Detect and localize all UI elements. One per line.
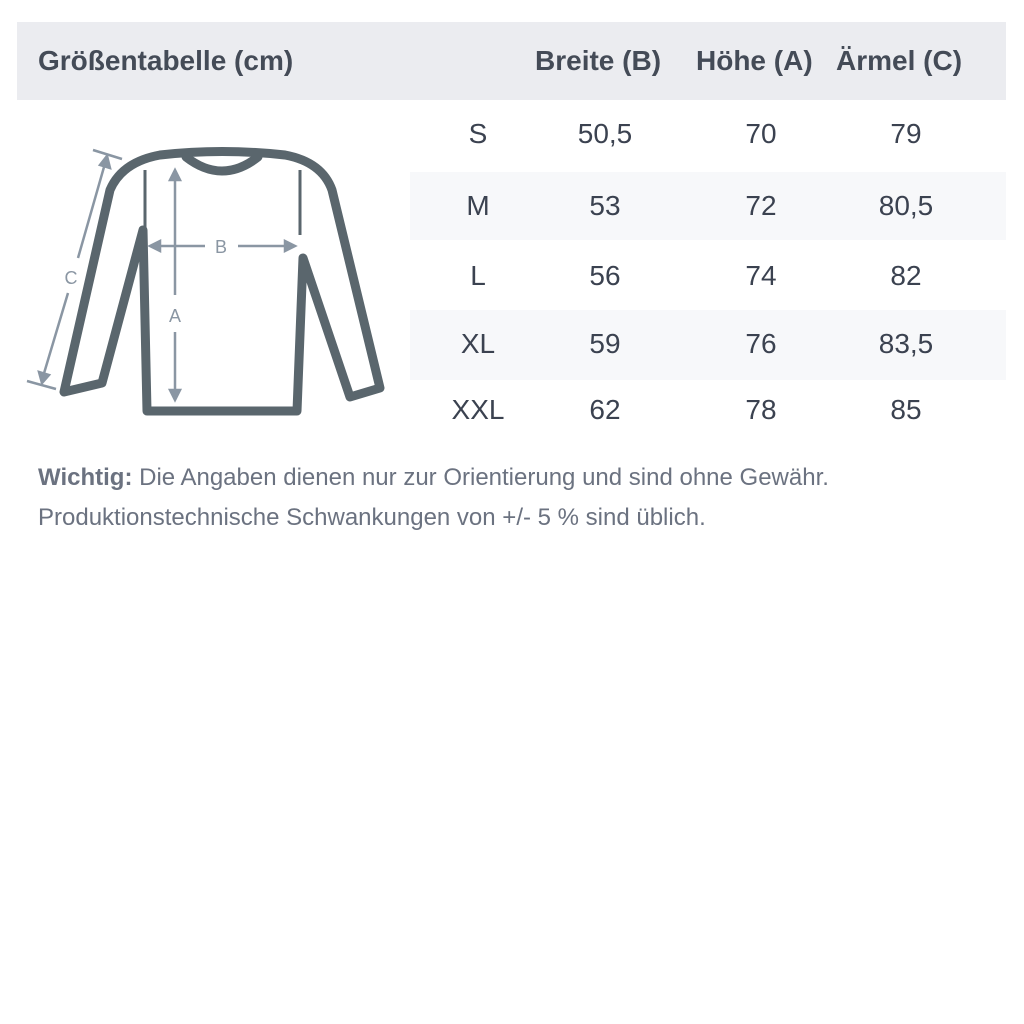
- size-value: 53: [589, 190, 621, 221]
- note-line-2: Produktionstechnische Schwankungen von +…: [38, 504, 706, 531]
- size-value: 85: [890, 394, 922, 425]
- size-label: L: [470, 260, 486, 291]
- column-header-height: Höhe (A): [696, 45, 813, 76]
- size-label: S: [468, 118, 488, 149]
- size-value: 62: [589, 394, 621, 425]
- label-b: B: [215, 237, 227, 257]
- sweater-outline-icon: [59, 147, 385, 416]
- note-text-1: Die Angaben dienen nur zur Orientierung …: [132, 464, 829, 491]
- note-line-1: Wichtig: Die Angaben dienen nur zur Orie…: [38, 464, 829, 492]
- size-value: 56: [589, 260, 621, 291]
- sweater-diagram: B A C: [26, 147, 385, 416]
- size-value: 82: [890, 260, 922, 291]
- measure-lines: [26, 148, 298, 403]
- table-header-bar: [17, 22, 1006, 100]
- size-value: 72: [745, 190, 777, 221]
- label-c: C: [65, 268, 78, 288]
- size-label: M: [466, 190, 490, 221]
- column-header-width: Breite (B): [535, 45, 662, 76]
- size-value: 74: [745, 260, 777, 291]
- size-value: 50,5: [577, 118, 633, 149]
- table-title: Größentabelle (cm): [38, 45, 294, 76]
- label-a: A: [169, 306, 181, 326]
- size-label: XL: [460, 328, 496, 359]
- row-band: [410, 310, 1006, 380]
- size-value: 59: [589, 328, 621, 359]
- size-value: 76: [745, 328, 777, 359]
- size-value: 80,5: [878, 190, 934, 221]
- note-bold: Wichtig:: [38, 464, 133, 491]
- size-label: XXL: [451, 394, 505, 425]
- size-value: 78: [745, 394, 777, 425]
- size-value: 70: [745, 118, 777, 149]
- size-value: 79: [890, 118, 922, 149]
- size-value: 83,5: [878, 328, 934, 359]
- row-band: [410, 172, 1006, 240]
- column-header-sleeve: Ärmel (C): [836, 45, 963, 76]
